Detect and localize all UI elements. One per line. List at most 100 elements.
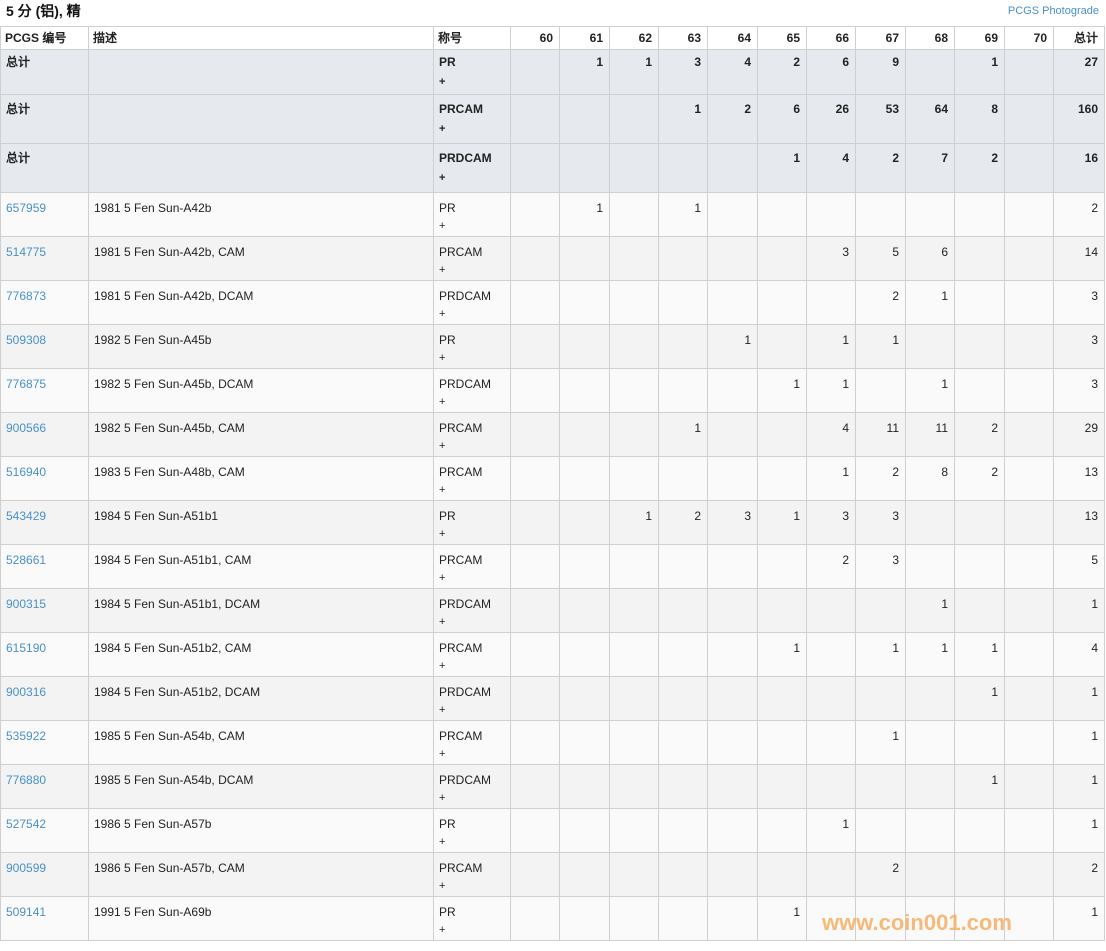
plus-link[interactable]: +: [439, 660, 446, 672]
grade-count: [1004, 720, 1054, 765]
description-cell: 1984 5 Fen Sun-A51b1, DCAM: [88, 588, 434, 633]
pcgs-number-link[interactable]: 900599: [6, 861, 47, 875]
designation-cell: PRCAM +: [433, 456, 511, 501]
row-total: 4: [1053, 632, 1105, 677]
plus-link[interactable]: +: [439, 836, 446, 848]
plus-link[interactable]: +: [439, 352, 446, 364]
plus-link[interactable]: +: [439, 880, 446, 892]
description-cell: 1982 5 Fen Sun-A45b, CAM: [88, 412, 434, 457]
pcgs-number-link[interactable]: 615190: [6, 641, 47, 655]
plus-link[interactable]: +: [439, 748, 446, 760]
designation-cell: PRCAM +: [433, 94, 511, 144]
plus-link[interactable]: +: [439, 924, 446, 936]
page-title: 5 分 (铝), 精: [6, 3, 81, 19]
pcgs-photograde-link[interactable]: PCGS Photograde: [1007, 5, 1099, 17]
pcgs-number-cell: 776880: [0, 764, 89, 809]
grade-count: [1004, 896, 1054, 941]
pcgs-number-cell: 615190: [0, 632, 89, 677]
grade-count: [559, 368, 610, 413]
pcgs-number-link[interactable]: 509308: [6, 333, 47, 347]
grade-count: [658, 896, 708, 941]
grade-count: [757, 808, 807, 853]
table-header-row: PCGS 编号 描述 称号 60 61 62 63 64 65 66 67 68 69 70 总计: [0, 26, 1105, 50]
pcgs-number-link[interactable]: 900566: [6, 421, 47, 435]
grade-count: 2: [806, 544, 856, 589]
plus-link[interactable]: +: [439, 220, 446, 232]
plus-link[interactable]: +: [439, 76, 446, 88]
plus-link[interactable]: +: [439, 792, 446, 804]
grade-count: 2: [757, 49, 807, 95]
grade-count: [559, 236, 610, 281]
column-header: 68: [905, 26, 955, 50]
pcgs-number-link[interactable]: 509141: [6, 905, 47, 919]
plus-link[interactable]: +: [439, 396, 446, 408]
grade-count: [658, 368, 708, 413]
pcgs-number-cell: 776873: [0, 280, 89, 325]
plus-link[interactable]: +: [439, 484, 446, 496]
grade-count: [559, 94, 610, 144]
grade-count: 1: [707, 324, 758, 369]
grade-count: 8: [954, 94, 1005, 144]
plus-link[interactable]: +: [439, 172, 446, 184]
grade-count: [510, 49, 560, 95]
grade-count: [954, 588, 1005, 633]
pcgs-number-link[interactable]: 657959: [6, 201, 47, 215]
plus-link[interactable]: +: [439, 264, 446, 276]
grade-count: [658, 808, 708, 853]
grade-count: [855, 896, 906, 941]
pcgs-number-link[interactable]: 527542: [6, 817, 47, 831]
grade-count: [806, 632, 856, 677]
grade-count: [905, 764, 955, 809]
designation: PRCAM: [439, 102, 483, 116]
grade-count: 1: [609, 500, 659, 545]
description-cell: 1983 5 Fen Sun-A48b, CAM: [88, 456, 434, 501]
grade-count: 5: [855, 236, 906, 281]
pcgs-number-cell: 509308: [0, 324, 89, 369]
column-header: 61: [559, 26, 610, 50]
grade-count: [510, 500, 560, 545]
grade-count: [1004, 236, 1054, 281]
grade-count: [510, 456, 560, 501]
description-cell: 1984 5 Fen Sun-A51b1, CAM: [88, 544, 434, 589]
table-row: 615190 1984 5 Fen Sun-A51b2, CAM PRCAM +1 1 1…: [0, 632, 1105, 677]
pcgs-number-link[interactable]: 528661: [6, 553, 47, 567]
pcgs-number-link[interactable]: 776873: [6, 289, 47, 303]
designation: PRDCAM: [439, 377, 492, 391]
pcgs-number-link[interactable]: 535922: [6, 729, 47, 743]
grade-count: 6: [905, 236, 955, 281]
grade-count: [806, 280, 856, 325]
grade-count: 7: [905, 143, 955, 193]
grade-count: [1004, 324, 1054, 369]
pcgs-number-link[interactable]: 514775: [6, 245, 47, 259]
pcgs-number-link[interactable]: 516940: [6, 465, 47, 479]
pcgs-number-link[interactable]: 900316: [6, 685, 47, 699]
plus-link[interactable]: +: [439, 616, 446, 628]
column-header: 总计: [1053, 26, 1105, 50]
row-total: 3: [1053, 368, 1105, 413]
plus-link[interactable]: +: [439, 308, 446, 320]
plus-link[interactable]: +: [439, 123, 446, 135]
pcgs-number-link[interactable]: 776875: [6, 377, 47, 391]
designation: PRDCAM: [439, 289, 492, 303]
grade-count: [954, 500, 1005, 545]
grade-count: [954, 368, 1005, 413]
grade-count: 3: [855, 544, 906, 589]
pcgs-number-cell: 900566: [0, 412, 89, 457]
grade-count: 1: [954, 49, 1005, 95]
total-row: 总计 PRCAM +1 2 6 26 53 64 8 160: [0, 94, 1105, 144]
pcgs-number-link[interactable]: 776880: [6, 773, 47, 787]
pcgs-number-cell: 657959: [0, 192, 89, 237]
grade-count: 1: [757, 500, 807, 545]
designation-cell: PR +: [433, 808, 511, 853]
plus-link[interactable]: +: [439, 572, 446, 584]
grade-count: [1004, 632, 1054, 677]
designation-cell: PRCAM +: [433, 852, 511, 897]
grade-count: [855, 368, 906, 413]
plus-link[interactable]: +: [439, 528, 446, 540]
pcgs-number-link[interactable]: 900315: [6, 597, 47, 611]
plus-link[interactable]: +: [439, 440, 446, 452]
pcgs-number-link[interactable]: 543429: [6, 509, 47, 523]
grade-count: [905, 896, 955, 941]
grade-count: 3: [855, 500, 906, 545]
plus-link[interactable]: +: [439, 704, 446, 716]
